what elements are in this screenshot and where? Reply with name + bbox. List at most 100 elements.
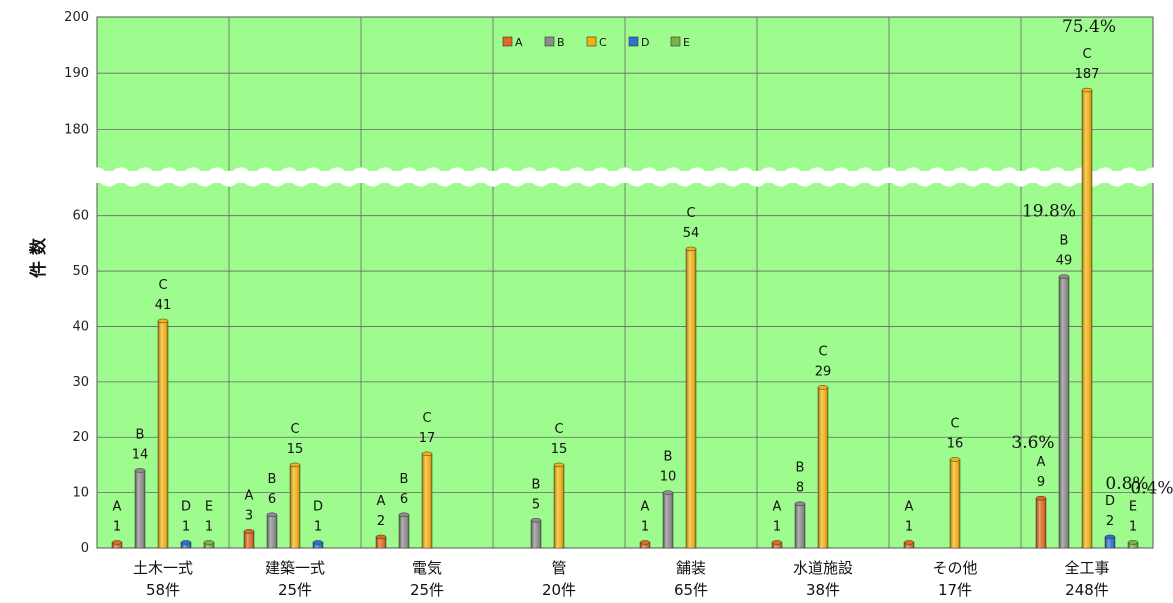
percent-label-b: 19.8% — [1022, 202, 1076, 222]
data-label-value: 1 — [1129, 519, 1137, 534]
x-category-total: 38件 — [806, 581, 840, 599]
data-label-series: C — [1082, 47, 1091, 62]
data-label-series: B — [1060, 234, 1069, 249]
bar-shine — [313, 542, 323, 548]
legend-label-a: A — [515, 36, 523, 49]
percent-label-e: 0.4% — [1130, 478, 1173, 498]
bar-cap — [111, 540, 123, 545]
data-label-series: B — [664, 450, 673, 465]
bar-shine — [267, 514, 277, 548]
bar-cap — [662, 490, 674, 495]
bar-shine — [290, 464, 300, 548]
y-tick-label: 40 — [72, 319, 89, 334]
bar-shine — [135, 470, 145, 548]
y-tick-label: 10 — [72, 486, 89, 501]
y-tick-label: 190 — [64, 66, 89, 81]
data-label-series: D — [181, 499, 191, 514]
legend-label-c: C — [599, 36, 607, 49]
x-category-label: 全工事 — [1064, 559, 1109, 577]
percent-label-c: 75.4% — [1062, 17, 1116, 37]
percent-label-d: 0.8% — [1105, 474, 1148, 494]
data-label-series: B — [268, 472, 277, 487]
bar-shine — [663, 492, 673, 548]
data-label-series: D — [313, 499, 323, 514]
x-category-total: 248件 — [1065, 581, 1109, 599]
data-label-series: D — [1105, 494, 1115, 509]
data-label-series: A — [1037, 455, 1046, 470]
y-axis-label: 件 数 — [28, 237, 49, 278]
bar-shine — [950, 459, 960, 548]
data-label-value: 2 — [1106, 514, 1114, 529]
bar-cap — [639, 540, 651, 545]
data-label-value: 2 — [377, 514, 385, 529]
bar-cap — [903, 540, 915, 545]
bar-shine — [181, 542, 191, 548]
bar-cap — [817, 385, 829, 390]
data-label-series: B — [532, 477, 541, 492]
bar-shine — [112, 542, 122, 548]
bar-shine — [1128, 542, 1138, 548]
x-category-total: 25件 — [278, 581, 312, 599]
data-label-series: B — [796, 461, 805, 476]
bar-cap — [180, 540, 192, 545]
y-tick-label: 20 — [72, 430, 89, 445]
legend-swatch-e — [670, 36, 681, 47]
bar-cap — [375, 534, 387, 540]
data-label-series: C — [290, 422, 299, 437]
data-label-series: C — [818, 344, 827, 359]
bar-shine — [554, 464, 564, 548]
x-category-label: その他 — [932, 559, 977, 577]
bar-shine — [1036, 498, 1046, 548]
data-label-value: 1 — [205, 519, 213, 534]
bar-shine — [795, 503, 805, 548]
legend-swatch-b — [544, 36, 555, 47]
x-category-total: 17件 — [938, 581, 972, 599]
legend-swatch-c — [586, 36, 597, 47]
data-label-series: A — [905, 499, 914, 514]
data-label-series: C — [422, 411, 431, 426]
bar-cap — [289, 462, 301, 468]
data-label-value: 9 — [1037, 475, 1045, 490]
data-label-value: 1 — [641, 519, 649, 534]
bar-shine — [399, 514, 409, 548]
data-label-value: 3 — [245, 508, 253, 523]
bar-cap — [553, 462, 565, 468]
data-label-value: 6 — [268, 492, 276, 507]
bar-cap — [1127, 540, 1139, 545]
x-category-total: 25件 — [410, 581, 444, 599]
bar-cap — [1058, 274, 1070, 279]
legend-label-d: D — [641, 36, 649, 49]
bar-shine — [376, 536, 386, 548]
bar-shine — [244, 531, 254, 548]
x-category-label: 水道施設 — [793, 559, 853, 577]
data-label-value: 1 — [113, 519, 121, 534]
bar-shine — [1082, 90, 1092, 548]
data-label-series: C — [554, 422, 563, 437]
bar-cap — [530, 518, 542, 523]
data-label-value: 1 — [773, 519, 781, 534]
y-tick-label: 30 — [72, 375, 89, 390]
bar-cap — [771, 540, 783, 545]
data-label-series: C — [950, 416, 959, 431]
data-label-series: C — [686, 206, 695, 221]
data-label-value: 15 — [287, 442, 304, 457]
bar-shine — [686, 248, 696, 548]
data-label-value: 14 — [132, 447, 149, 462]
bar-cap — [157, 318, 169, 324]
x-category-label: 電気 — [412, 559, 442, 577]
bar-cap — [134, 468, 146, 473]
data-label-series: B — [400, 472, 409, 487]
data-label-value: 15 — [551, 442, 568, 457]
percent-label-a: 3.6% — [1011, 433, 1054, 453]
data-label-value: 5 — [532, 497, 540, 512]
data-label-value: 16 — [947, 436, 964, 451]
y-tick-label: 180 — [64, 122, 89, 137]
data-label-series: A — [113, 499, 122, 514]
data-label-value: 1 — [905, 519, 913, 534]
data-label-series: B — [136, 427, 145, 442]
x-category-label: 建築一式 — [265, 559, 325, 577]
axis-break-wave-bottom — [89, 175, 1173, 187]
bar-cap — [203, 540, 215, 545]
bar-cap — [312, 540, 324, 545]
